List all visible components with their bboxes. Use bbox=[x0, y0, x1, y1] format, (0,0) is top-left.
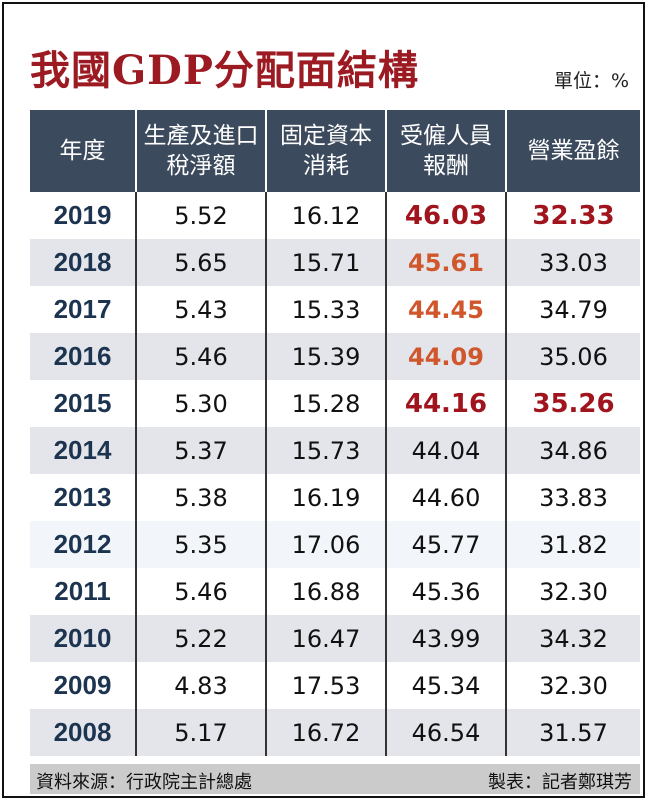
value-cell: 5.22 bbox=[135, 615, 266, 662]
year-cell: 2009 bbox=[53, 670, 112, 700]
value-cell: 15.39 bbox=[265, 333, 386, 380]
header-row: 年度 生產及進口稅淨額 固定資本消耗 受僱人員報酬 營業盈餘 bbox=[30, 110, 640, 192]
table-row: 2011 5.46 16.88 45.36 32.30 bbox=[30, 568, 640, 615]
column-header: 年度 bbox=[30, 110, 136, 192]
value-cell: 44.16 bbox=[385, 380, 506, 427]
value-cell: 33.03 bbox=[505, 239, 640, 286]
value-cell: 16.12 bbox=[265, 192, 386, 239]
value-cell: 16.47 bbox=[265, 615, 386, 662]
year-cell: 2018 bbox=[30, 239, 136, 286]
value-cell: 32.30 bbox=[505, 662, 640, 709]
value-cell: 44.04 bbox=[385, 427, 506, 474]
value-cell: 5.52 bbox=[135, 192, 266, 239]
value-cell: 5.30 bbox=[135, 380, 266, 427]
year-cell: 2017 bbox=[53, 294, 112, 324]
credit: 製表：記者鄭琪芳 bbox=[488, 772, 632, 793]
data-table: 年度 生產及進口稅淨額 固定資本消耗 受僱人員報酬 營業盈餘 2019 5.52 16.12… bbox=[30, 110, 640, 756]
year-cell: 2012 bbox=[30, 521, 136, 568]
value-cell: 46.03 bbox=[385, 192, 506, 239]
value-cell: 5.46 bbox=[135, 333, 266, 380]
table-row: 2012 5.35 17.06 45.77 31.82 bbox=[30, 521, 640, 568]
year-cell: 2014 bbox=[30, 427, 136, 474]
column-header: 固定資本消耗 bbox=[265, 110, 386, 192]
column-header: 生產及進口稅淨額 bbox=[135, 110, 266, 192]
column-header: 受僱人員報酬 bbox=[385, 110, 506, 192]
value-cell: 43.99 bbox=[385, 615, 506, 662]
value-cell: 33.83 bbox=[505, 474, 640, 521]
value-cell: 16.19 bbox=[265, 474, 386, 521]
value-cell: 34.86 bbox=[505, 427, 640, 474]
value-cell: 15.28 bbox=[265, 380, 386, 427]
value-cell: 45.77 bbox=[385, 521, 506, 568]
column-header: 營業盈餘 bbox=[505, 110, 640, 192]
value-cell: 16.88 bbox=[265, 568, 386, 615]
value-cell: 16.72 bbox=[265, 709, 386, 756]
value-cell: 17.53 bbox=[265, 662, 386, 709]
value-cell: 5.37 bbox=[135, 427, 266, 474]
table-row: 2013 5.38 16.19 44.60 33.83 bbox=[30, 474, 640, 521]
value-cell: 46.54 bbox=[385, 709, 506, 756]
table-row: 2017 5.43 15.33 44.45 34.79 bbox=[30, 286, 640, 333]
value-cell: 31.82 bbox=[505, 521, 640, 568]
value-cell: 45.36 bbox=[385, 568, 506, 615]
table-row: 2018 5.65 15.71 45.61 33.03 bbox=[30, 239, 640, 286]
table-body: 2019 5.52 16.12 46.03 32.33 2018 5.65 15.71 45.6… bbox=[30, 192, 640, 756]
title: 我國GDP分配面結構 bbox=[30, 47, 419, 94]
table-header: 年度 生產及進口稅淨額 固定資本消耗 受僱人員報酬 營業盈餘 bbox=[30, 110, 640, 192]
value-cell: 32.33 bbox=[505, 192, 640, 239]
value-cell: 5.43 bbox=[135, 286, 266, 333]
table-row: 2008 5.17 16.72 46.54 31.57 bbox=[30, 709, 640, 756]
value-cell: 34.32 bbox=[505, 615, 640, 662]
value-cell: 5.35 bbox=[135, 521, 266, 568]
footer: 資料來源：行政院主計總處 製表：記者鄭琪芳 bbox=[30, 764, 640, 794]
value-cell: 17.06 bbox=[265, 521, 386, 568]
unit-label: 單位：% bbox=[553, 70, 629, 92]
year-cell: 2013 bbox=[53, 482, 112, 512]
year-cell: 2011 bbox=[54, 576, 111, 606]
table-row: 2019 5.52 16.12 46.03 32.33 bbox=[30, 192, 640, 239]
value-cell: 15.71 bbox=[265, 239, 386, 286]
value-cell: 45.34 bbox=[385, 662, 506, 709]
value-cell: 15.73 bbox=[265, 427, 386, 474]
table-row: 2016 5.46 15.39 44.09 35.06 bbox=[30, 333, 640, 380]
value-cell: 5.17 bbox=[135, 709, 266, 756]
value-cell: 32.30 bbox=[505, 568, 640, 615]
value-cell: 5.65 bbox=[135, 239, 266, 286]
value-cell: 35.26 bbox=[505, 380, 640, 427]
value-cell: 15.33 bbox=[265, 286, 386, 333]
year-cell: 2016 bbox=[30, 333, 136, 380]
table-row: 2014 5.37 15.73 44.04 34.86 bbox=[30, 427, 640, 474]
value-cell: 35.06 bbox=[505, 333, 640, 380]
year-cell: 2008 bbox=[30, 709, 136, 756]
table-row: 2010 5.22 16.47 43.99 34.32 bbox=[30, 615, 640, 662]
year-cell: 2015 bbox=[53, 388, 112, 418]
value-cell: 45.61 bbox=[385, 239, 506, 286]
value-cell: 34.79 bbox=[505, 286, 640, 333]
table-row: 2009 4.83 17.53 45.34 32.30 bbox=[30, 662, 640, 709]
value-cell: 44.45 bbox=[385, 286, 506, 333]
value-cell: 5.46 bbox=[135, 568, 266, 615]
table-row: 2015 5.30 15.28 44.16 35.26 bbox=[30, 380, 640, 427]
value-cell: 4.83 bbox=[135, 662, 266, 709]
value-cell: 44.09 bbox=[385, 333, 506, 380]
value-cell: 31.57 bbox=[505, 709, 640, 756]
value-cell: 44.60 bbox=[385, 474, 506, 521]
year-cell: 2010 bbox=[30, 615, 136, 662]
value-cell: 5.38 bbox=[135, 474, 266, 521]
year-cell: 2019 bbox=[53, 200, 112, 230]
source: 資料來源：行政院主計總處 bbox=[36, 772, 252, 793]
